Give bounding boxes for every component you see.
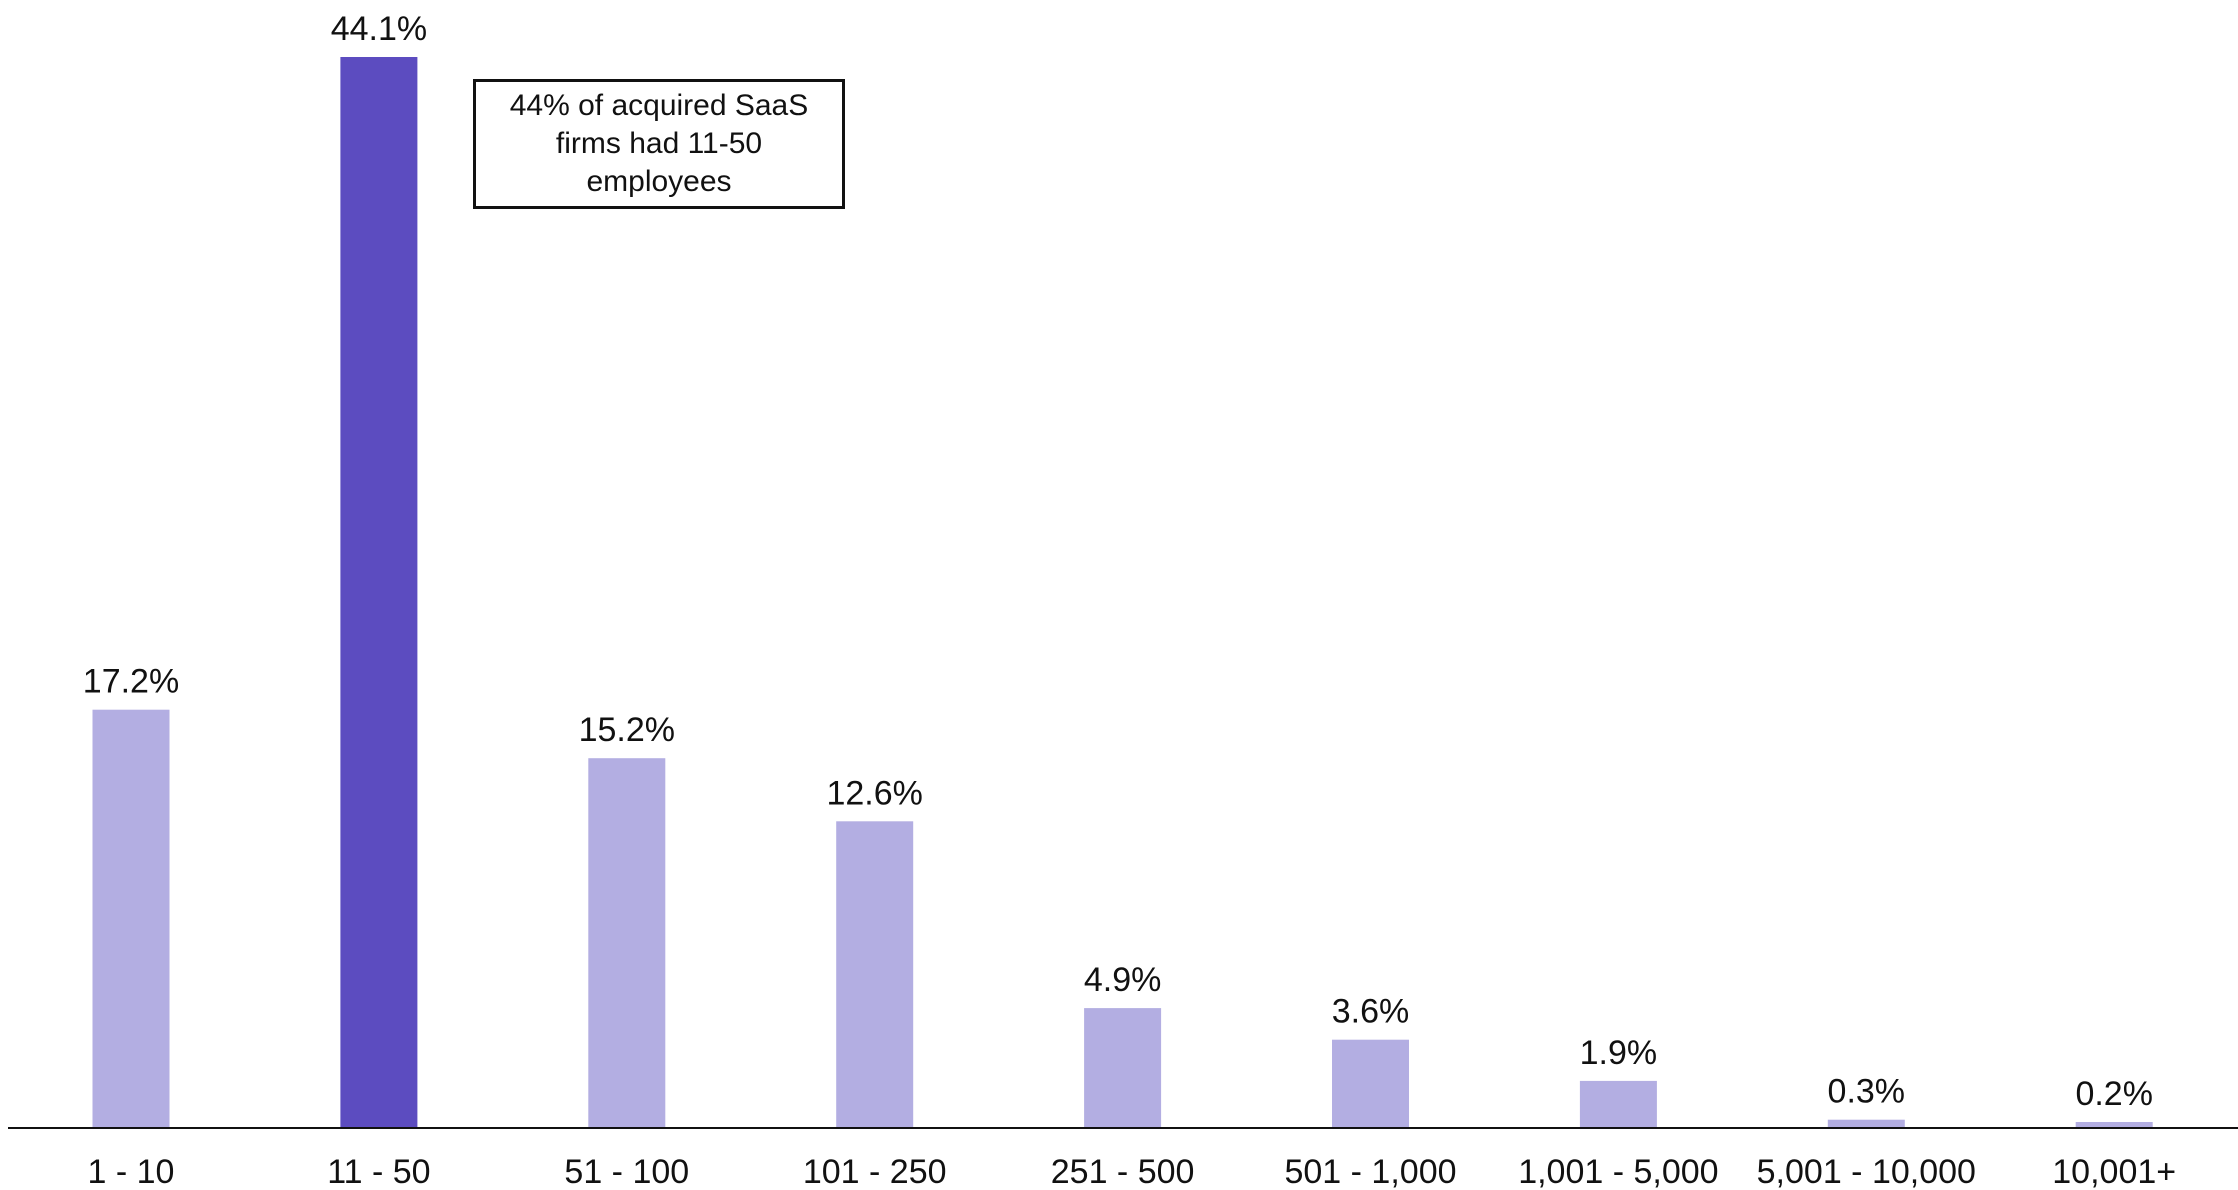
bar-8 — [2075, 1122, 2153, 1127]
bar-0 — [92, 709, 170, 1127]
bar-5 — [1332, 1039, 1409, 1127]
x-tick-label-7: 5,001 - 10,000 — [1757, 1153, 1976, 1190]
value-labels-group: 17.2% 44.1% 15.2% 12.6% 4.9% 3.6% 1.9% 0.3% 0.2% — [83, 10, 2153, 1113]
bar-6 — [1579, 1080, 1657, 1127]
x-tick-label-1: 11 - 50 — [327, 1153, 430, 1190]
x-tick-label-4: 251 - 500 — [1051, 1153, 1195, 1190]
value-label-2: 15.2% — [579, 711, 675, 749]
value-label-6: 1.9% — [1580, 1034, 1658, 1072]
value-label-5: 3.6% — [1332, 993, 1410, 1031]
bars-group — [92, 57, 2153, 1127]
x-tick-label-2: 51 - 100 — [564, 1153, 689, 1190]
x-tick-label-3: 101 - 250 — [803, 1153, 947, 1190]
value-label-1: 44.1% — [331, 10, 427, 48]
bar-1 — [340, 57, 418, 1127]
x-tick-label-5: 501 - 1,000 — [1284, 1153, 1456, 1190]
value-label-8: 0.2% — [2075, 1075, 2153, 1113]
bar-2 — [588, 758, 666, 1127]
x-tick-labels-group: 1 - 10 11 - 50 51 - 100 101 - 250 251 - 500 5… — [88, 1153, 2177, 1190]
x-tick-label-6: 1,001 - 5,000 — [1518, 1153, 1718, 1190]
bar-3 — [836, 821, 914, 1127]
value-label-3: 12.6% — [826, 774, 922, 812]
x-tick-label-0: 1 - 10 — [88, 1153, 175, 1190]
x-tick-label-8: 10,001+ — [2052, 1153, 2176, 1190]
annotation-box: 44% of acquired SaaS firms had 11-50 emp… — [473, 79, 845, 209]
bar-7 — [1827, 1119, 1905, 1127]
value-label-0: 17.2% — [83, 663, 179, 701]
value-label-7: 0.3% — [1828, 1073, 1906, 1111]
bar-4 — [1084, 1008, 1162, 1127]
value-label-4: 4.9% — [1084, 961, 1162, 999]
